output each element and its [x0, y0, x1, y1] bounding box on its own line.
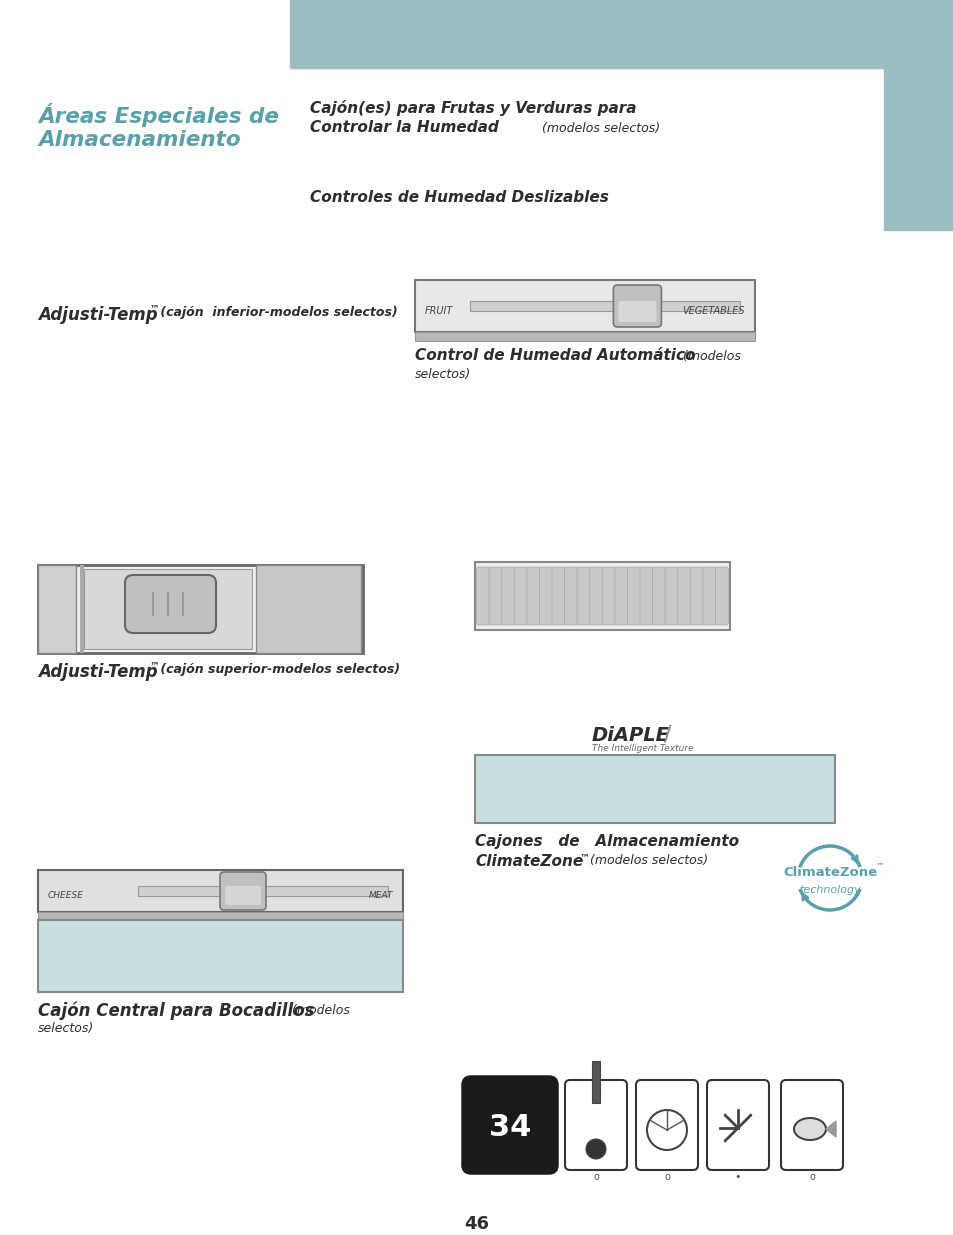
- Circle shape: [646, 1110, 686, 1150]
- Circle shape: [585, 1139, 605, 1158]
- Text: (modelos: (modelos: [679, 350, 740, 363]
- Text: Adjusti-Temp: Adjusti-Temp: [38, 306, 157, 324]
- FancyBboxPatch shape: [552, 567, 564, 625]
- FancyBboxPatch shape: [220, 872, 266, 910]
- FancyBboxPatch shape: [690, 567, 702, 625]
- Bar: [470, 301, 740, 311]
- FancyBboxPatch shape: [564, 1079, 626, 1170]
- FancyBboxPatch shape: [589, 567, 602, 625]
- Text: ClimateZone: ClimateZone: [782, 867, 876, 879]
- Text: MEAT: MEAT: [368, 890, 393, 899]
- Text: (cajón superior-modelos selectos): (cajón superior-modelos selectos): [156, 663, 399, 676]
- Text: The Intelligent Texture: The Intelligent Texture: [592, 743, 693, 753]
- Text: Cajón(es) para Frutas y Verduras para: Cajón(es) para Frutas y Verduras para: [310, 100, 636, 116]
- FancyBboxPatch shape: [564, 567, 577, 625]
- Text: ClimateZone: ClimateZone: [475, 853, 582, 869]
- Text: Controles de Humedad Deslizables: Controles de Humedad Deslizables: [310, 190, 608, 205]
- Bar: [38, 564, 363, 653]
- Text: selectos): selectos): [415, 368, 471, 382]
- Ellipse shape: [793, 1118, 825, 1140]
- Text: Controlar la Humedad: Controlar la Humedad: [310, 120, 498, 135]
- Text: o: o: [808, 1172, 814, 1182]
- FancyBboxPatch shape: [501, 567, 515, 625]
- FancyBboxPatch shape: [538, 567, 552, 625]
- Text: o: o: [663, 1172, 669, 1182]
- Bar: [475, 562, 729, 630]
- Text: (cajón  inferior-modelos selectos): (cajón inferior-modelos selectos): [156, 306, 397, 319]
- Text: (modelos selectos): (modelos selectos): [537, 122, 659, 135]
- FancyBboxPatch shape: [618, 301, 656, 322]
- Bar: [38, 920, 402, 992]
- Bar: [415, 280, 754, 332]
- FancyBboxPatch shape: [706, 1079, 768, 1170]
- Text: Control de Humedad Automático: Control de Humedad Automático: [415, 348, 695, 363]
- FancyBboxPatch shape: [125, 576, 215, 634]
- Text: VEGETABLES: VEGETABLES: [681, 306, 744, 316]
- FancyBboxPatch shape: [652, 567, 665, 625]
- FancyBboxPatch shape: [225, 885, 261, 905]
- Text: ™: ™: [150, 659, 159, 671]
- Text: CHEESE: CHEESE: [48, 890, 84, 899]
- Text: ™: ™: [875, 862, 883, 871]
- Bar: [290, 0, 953, 68]
- Text: o: o: [593, 1172, 598, 1182]
- FancyBboxPatch shape: [639, 567, 652, 625]
- FancyBboxPatch shape: [715, 567, 728, 625]
- FancyBboxPatch shape: [489, 567, 501, 625]
- Text: 34: 34: [488, 1114, 531, 1142]
- Text: /: /: [663, 724, 671, 743]
- Bar: [415, 332, 754, 341]
- Bar: [883, 0, 953, 230]
- Bar: [38, 869, 402, 911]
- Text: selectos): selectos): [38, 1023, 94, 1035]
- FancyBboxPatch shape: [462, 1077, 557, 1173]
- Bar: [138, 885, 388, 897]
- Text: •: •: [734, 1172, 740, 1182]
- Polygon shape: [825, 1121, 835, 1137]
- Text: (modelos selectos): (modelos selectos): [585, 853, 707, 867]
- FancyBboxPatch shape: [636, 1079, 698, 1170]
- Text: Adjusti-Temp: Adjusti-Temp: [38, 663, 157, 680]
- Text: ™: ™: [150, 303, 159, 312]
- Bar: [38, 564, 76, 653]
- FancyBboxPatch shape: [702, 567, 715, 625]
- Text: DiAPLE: DiAPLE: [592, 726, 669, 745]
- FancyBboxPatch shape: [476, 567, 489, 625]
- Text: Áreas Especiales de: Áreas Especiales de: [38, 103, 278, 127]
- Bar: [475, 755, 834, 823]
- Text: ™: ™: [579, 852, 589, 862]
- Text: FRUIT: FRUIT: [424, 306, 453, 316]
- Text: technology: technology: [799, 885, 860, 895]
- Bar: [84, 569, 252, 650]
- FancyBboxPatch shape: [677, 567, 690, 625]
- Text: 46: 46: [464, 1215, 489, 1233]
- Text: Cajones   de   Almacenamiento: Cajones de Almacenamiento: [475, 834, 739, 848]
- Text: Almacenamiento: Almacenamiento: [38, 130, 240, 149]
- FancyBboxPatch shape: [664, 567, 678, 625]
- Bar: [592, 1061, 599, 1103]
- Bar: [80, 564, 84, 653]
- Bar: [255, 564, 360, 653]
- FancyBboxPatch shape: [613, 285, 660, 327]
- Bar: [38, 911, 402, 920]
- FancyBboxPatch shape: [514, 567, 527, 625]
- Text: Cajón Central para Bocadillos: Cajón Central para Bocadillos: [38, 1002, 314, 1020]
- FancyBboxPatch shape: [627, 567, 639, 625]
- FancyBboxPatch shape: [781, 1079, 842, 1170]
- FancyBboxPatch shape: [601, 567, 615, 625]
- FancyBboxPatch shape: [577, 567, 590, 625]
- FancyBboxPatch shape: [526, 567, 539, 625]
- FancyBboxPatch shape: [615, 567, 627, 625]
- Text: (modelos: (modelos: [288, 1004, 350, 1016]
